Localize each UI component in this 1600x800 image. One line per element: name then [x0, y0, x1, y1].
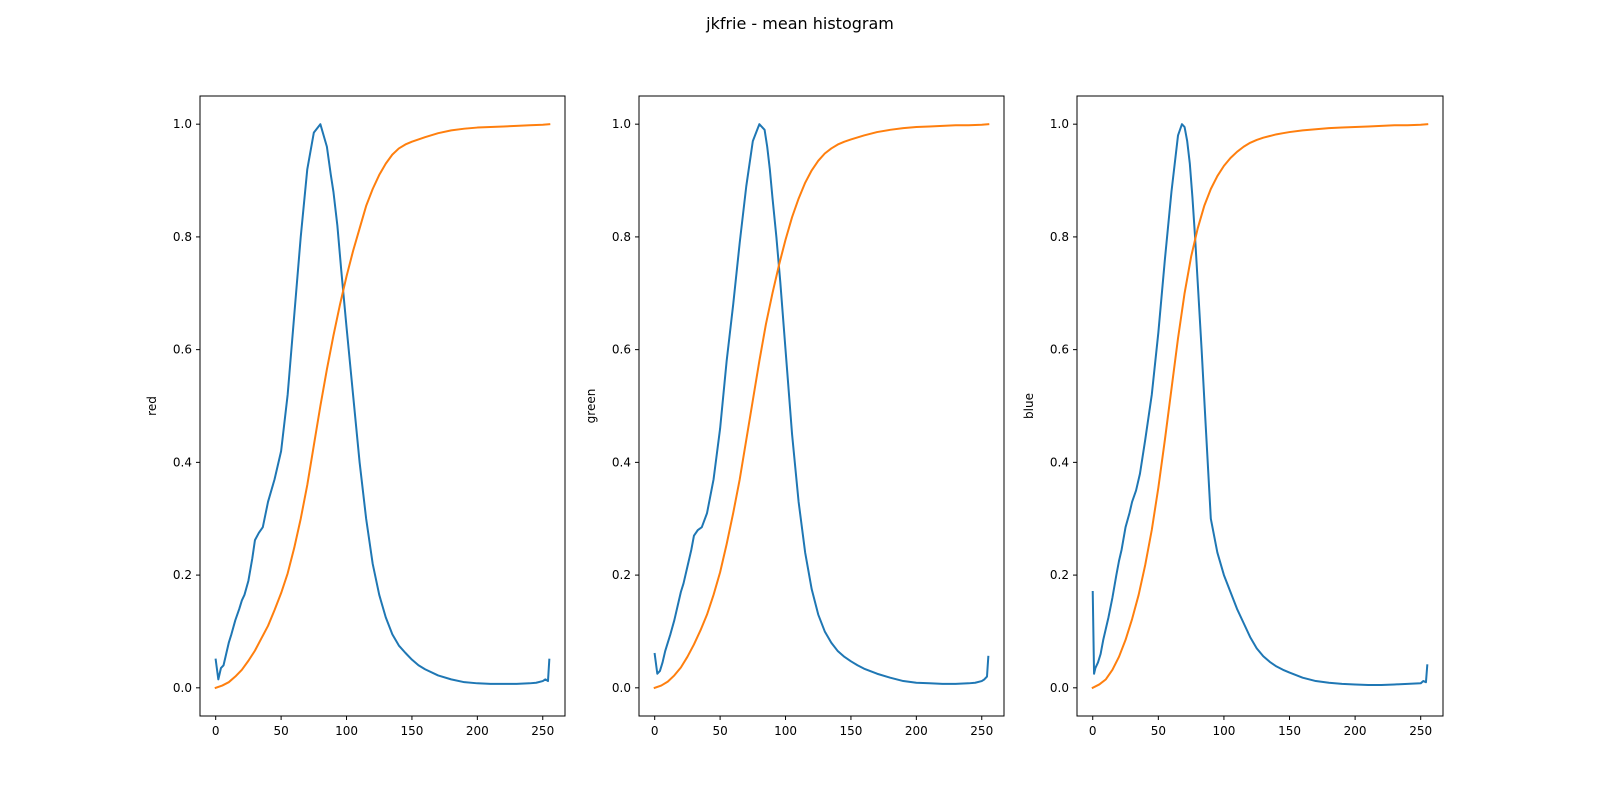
- series-line-cumulative: [1091, 123, 1429, 690]
- y-tick-label: 1.0: [612, 117, 631, 131]
- x-tick-label: 200: [466, 724, 489, 738]
- y-tick-label: 0.8: [612, 230, 631, 244]
- y-tick-label: 0.0: [173, 681, 192, 695]
- x-tick-label: 150: [1278, 724, 1301, 738]
- series-line-histogram: [653, 123, 990, 685]
- axes-frame: [199, 95, 566, 717]
- x-tick-label: 100: [335, 724, 358, 738]
- x-tick-label: 0: [1089, 724, 1097, 738]
- x-tick-label: 200: [905, 724, 928, 738]
- y-axis-label: blue: [1022, 393, 1036, 419]
- y-tick-label: 0.6: [173, 343, 192, 357]
- subplots: 0 50 100 150 200 250 0.0 0.2 0.4 0.6 0.8 1.0 red 0 50 1…: [145, 95, 1444, 738]
- x-tick-label: 250: [531, 724, 554, 738]
- x-tick-label: 250: [1409, 724, 1432, 738]
- y-tick-label: 1.0: [173, 117, 192, 131]
- series-line-cumulative: [214, 123, 551, 690]
- x-tick-label: 100: [1212, 724, 1235, 738]
- subplot-red: 0 50 100 150 200 250 0.0 0.2 0.4 0.6 0.8 1.0 red: [145, 95, 566, 738]
- x-tick-label: 100: [774, 724, 797, 738]
- subplot-green: 0 50 100 150 200 250 0.0 0.2 0.4 0.6 0.8 1.0 green: [584, 95, 1005, 738]
- x-tick-label: 250: [970, 724, 993, 738]
- y-tick-label: 0.8: [173, 230, 192, 244]
- x-tick-label: 150: [400, 724, 423, 738]
- y-tick-label: 0.2: [173, 568, 192, 582]
- y-tick-label: 0.2: [612, 568, 631, 582]
- y-tick-label: 0.2: [1050, 568, 1069, 582]
- y-tick-label: 0.0: [1050, 681, 1069, 695]
- x-tick-label: 50: [1151, 724, 1166, 738]
- series-line-histogram: [214, 123, 551, 685]
- axes-frame: [1076, 95, 1444, 717]
- y-axis-label: green: [584, 389, 598, 424]
- y-axis-label: red: [145, 396, 159, 416]
- y-tick-label: 0.8: [1050, 230, 1069, 244]
- x-tick-label: 50: [273, 724, 288, 738]
- y-tick-label: 0.4: [612, 455, 631, 469]
- x-tick-label: 0: [212, 724, 220, 738]
- series-line-cumulative: [653, 123, 990, 690]
- y-tick-label: 1.0: [1050, 117, 1069, 131]
- y-tick-label: 0.0: [612, 681, 631, 695]
- series-line-histogram: [1091, 123, 1429, 686]
- y-tick-label: 0.4: [173, 455, 192, 469]
- subplot-blue: 0 50 100 150 200 250 0.0 0.2 0.4 0.6 0.8 1.0 blue: [1022, 95, 1444, 738]
- y-tick-label: 0.6: [612, 343, 631, 357]
- figure-title: jkfrie - mean histogram: [705, 14, 894, 33]
- x-tick-label: 50: [712, 724, 727, 738]
- x-tick-label: 200: [1344, 724, 1367, 738]
- y-tick-label: 0.4: [1050, 455, 1069, 469]
- axes-frame: [638, 95, 1005, 717]
- x-tick-label: 150: [839, 724, 862, 738]
- x-tick-label: 0: [651, 724, 659, 738]
- y-tick-label: 0.6: [1050, 343, 1069, 357]
